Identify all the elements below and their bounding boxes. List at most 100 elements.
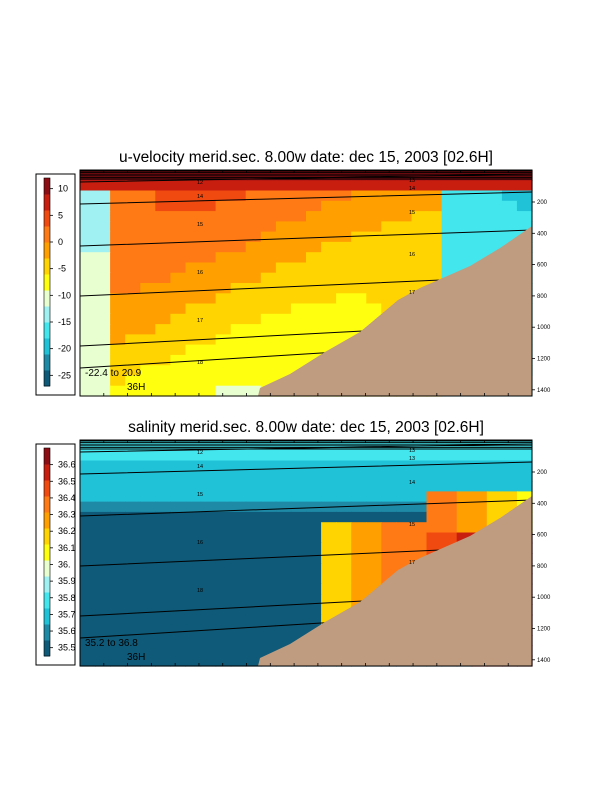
field-cell (110, 200, 126, 212)
field-cell (230, 334, 247, 346)
field-cell (215, 481, 232, 492)
field-cell (426, 532, 443, 544)
field-cell (260, 583, 277, 595)
field-cell (185, 532, 202, 544)
field-cell (140, 283, 156, 294)
field-cell (215, 501, 232, 513)
field-cell (516, 190, 533, 202)
field-cell (426, 511, 443, 523)
field-cell (486, 511, 503, 523)
field-cell (125, 221, 141, 233)
field-cell (200, 313, 217, 325)
field-cell (230, 324, 247, 335)
field-cell (351, 511, 367, 523)
field-cell (290, 262, 307, 274)
field-cell (200, 563, 217, 575)
field-cell (95, 583, 111, 595)
field-cell (290, 272, 307, 284)
field-cell (366, 532, 382, 544)
colorbar-tick-label: 10 (58, 184, 68, 194)
field-cell (366, 221, 382, 233)
field-cell (411, 522, 428, 534)
field-cell (456, 532, 473, 544)
field-cell (290, 470, 307, 482)
field-cell (411, 450, 428, 462)
field-cell (501, 200, 518, 212)
field-cell (185, 594, 202, 605)
field-cell (366, 180, 382, 192)
field-cell (321, 573, 337, 585)
field-cell (200, 272, 217, 284)
field-cell (306, 511, 322, 523)
field-cell (441, 200, 458, 212)
field-cell (80, 221, 96, 233)
field-cell (95, 614, 111, 626)
field-cell (351, 532, 367, 544)
field-cell (366, 573, 382, 585)
field-cell (80, 532, 96, 544)
field-cell (275, 293, 292, 305)
surface-layers (80, 440, 532, 450)
field-cell (230, 313, 247, 325)
field-cell (245, 190, 262, 202)
field-cell (185, 231, 202, 243)
field-cell (321, 542, 337, 554)
field-cell (215, 190, 232, 202)
field-cell (170, 272, 187, 284)
field-cell (456, 221, 473, 233)
field-cell (306, 241, 322, 253)
field-cell (95, 624, 111, 636)
field-cell (215, 645, 232, 657)
field-cell (321, 313, 337, 325)
field-cell (290, 324, 307, 335)
field-cell (411, 231, 428, 243)
colorbar-frame (43, 177, 51, 387)
field-cell (381, 563, 397, 575)
colorbar-ramp (44, 178, 50, 387)
field-cell (486, 460, 503, 472)
field-cell (200, 200, 217, 212)
field-cell (396, 180, 413, 192)
field-cell (245, 470, 262, 482)
field-cell (110, 460, 126, 472)
field-cell (351, 241, 367, 253)
field-cell (351, 313, 367, 325)
field-cell (366, 542, 382, 554)
field-cell (95, 324, 111, 335)
field-cell (290, 211, 307, 222)
field-cell (321, 211, 337, 222)
field-cell (215, 563, 232, 575)
field-cell (471, 460, 488, 472)
field-cell (95, 200, 111, 212)
chart-title: u-velocity merid.sec. 8.00w date: dec 15… (119, 149, 493, 166)
field-cell (80, 522, 96, 534)
field-cell (80, 365, 96, 377)
field-cell (155, 460, 171, 472)
field-cell (306, 334, 322, 346)
field-cell (306, 522, 322, 534)
field-cell (245, 450, 262, 462)
field-cell (80, 354, 96, 366)
field-cell (95, 231, 111, 243)
field-cell (215, 491, 232, 503)
field-cell (260, 180, 277, 192)
field-cell (351, 573, 367, 585)
field-cell (336, 470, 352, 482)
field-cell (260, 604, 277, 616)
field-cell (155, 313, 171, 325)
field-cell (200, 334, 217, 346)
field-cell (215, 354, 232, 366)
field-cell (456, 501, 473, 513)
field-cell (140, 481, 156, 492)
field-cell (125, 624, 141, 636)
field-cell (170, 262, 187, 274)
field-cell (290, 313, 307, 325)
field-cell (125, 252, 141, 264)
colorbar-tick-label: -15 (58, 317, 71, 327)
field-cell (95, 511, 111, 523)
field-cell (230, 252, 247, 264)
field-cell (155, 354, 171, 366)
field-cell (396, 221, 413, 233)
field-cell (336, 604, 352, 616)
field-cell (245, 594, 262, 605)
